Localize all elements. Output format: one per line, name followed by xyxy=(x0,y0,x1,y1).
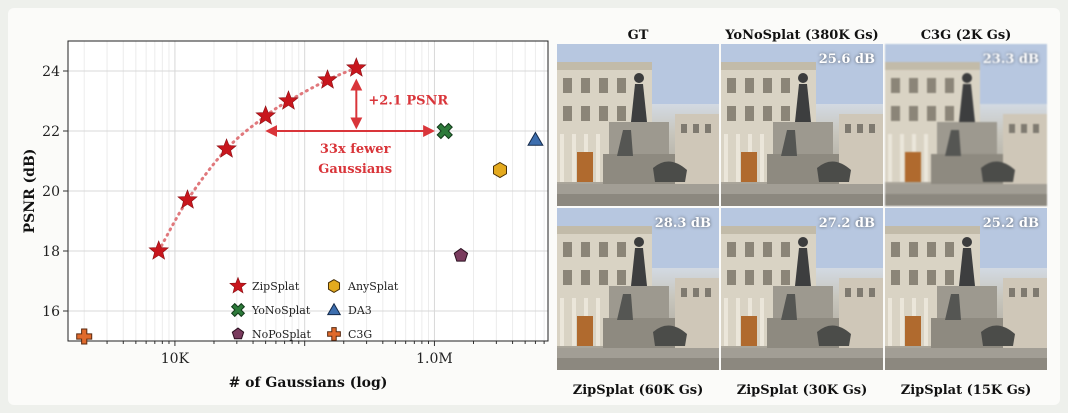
panel-caption-zipsplat-30k: ZipSplat (30K Gs) xyxy=(736,383,868,398)
x-tick-label: 10K xyxy=(161,351,190,367)
legend-label-zipsplat: ZipSplat xyxy=(252,280,300,293)
psnr-label-yonosplat: 25.6 dB xyxy=(818,52,875,67)
figure-card: 16 18 20 22 24 10K 1.0M # of Gaussians (log) PSN… xyxy=(8,8,1060,405)
psnr-label-c3g: 23.3 dB xyxy=(982,52,1039,67)
panel-caption-zipsplat-15k: ZipSplat (15K Gs) xyxy=(900,383,1032,398)
point-da3 xyxy=(527,131,544,146)
y-tick-label: 24 xyxy=(42,64,60,80)
point-zipsplat xyxy=(216,138,237,158)
point-zipsplat xyxy=(317,69,338,89)
render-c3g: 23.3 dB xyxy=(885,44,1047,206)
psnr-gain-annotation: +2.1 PSNR xyxy=(368,94,448,109)
panel-title-c3g: C3G (2K Gs) xyxy=(920,28,1012,43)
y-tick-label: 18 xyxy=(42,244,60,260)
psnr-label-zipsplat-30k: 27.2 dB xyxy=(818,216,875,231)
point-zipsplat xyxy=(148,240,169,260)
panel-caption-zipsplat-60k: ZipSplat (60K Gs) xyxy=(572,383,704,398)
panel-title-yonosplat: YoNoSplat (380K Gs) xyxy=(725,28,879,43)
render-zipsplat-60k: 28.3 dB xyxy=(557,208,719,370)
y-tick-label: 20 xyxy=(42,184,60,200)
x-tick-label: 1.0M xyxy=(416,351,453,367)
panel-title-gt: GT xyxy=(627,28,649,43)
legend-label-yonosplat: YoNoSplat xyxy=(251,304,311,317)
psnr-label-zipsplat-60k: 28.3 dB xyxy=(654,216,711,231)
legend-label-noposplat: NoPoSplat xyxy=(252,328,311,341)
point-zipsplat xyxy=(177,189,198,209)
legend-marker-noposplat xyxy=(231,327,245,340)
legend-label-c3g: C3G xyxy=(348,328,372,341)
point-zipsplat xyxy=(255,105,276,125)
legend-marker-anysplat xyxy=(327,279,341,293)
legend-marker-zipsplat xyxy=(229,276,247,294)
point-zipsplat xyxy=(278,90,299,110)
legend-marker-yonosplat xyxy=(230,302,246,318)
legend-marker-c3g xyxy=(327,327,341,341)
legend-marker-da3 xyxy=(326,302,342,316)
point-yonosplat xyxy=(436,122,453,140)
point-noposplat xyxy=(453,247,469,262)
point-zipsplat xyxy=(346,57,367,77)
x-axis-label: # of Gaussians (log) xyxy=(229,375,388,391)
render-gt xyxy=(557,44,719,206)
point-anysplat xyxy=(493,161,507,179)
y-axis-label: PSNR (dB) xyxy=(22,149,38,234)
psnr-vs-gaussians-chart: 16 18 20 22 24 10K 1.0M # of Gaussians (log) PSN… xyxy=(22,40,549,391)
render-zipsplat-30k: 27.2 dB xyxy=(721,208,883,370)
legend-label-da3: DA3 xyxy=(348,304,372,317)
render-zipsplat-15k: 25.2 dB xyxy=(885,208,1047,370)
gaussian-reduction-annotation: 33x fewer xyxy=(320,142,391,157)
render-yonosplat: 25.6 dB xyxy=(721,44,883,206)
y-tick-label: 16 xyxy=(42,304,60,320)
psnr-label-zipsplat-15k: 25.2 dB xyxy=(982,216,1039,231)
point-c3g xyxy=(76,328,93,345)
legend-label-anysplat: AnySplat xyxy=(347,280,399,293)
y-tick-label: 22 xyxy=(42,124,60,140)
gaussian-reduction-annotation: Gaussians xyxy=(318,162,392,177)
